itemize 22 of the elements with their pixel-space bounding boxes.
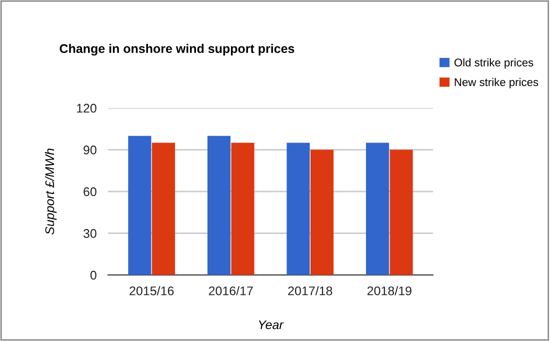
x-axis-title: Year [258,320,284,330]
x-tick-label: 2016/17 [208,286,253,296]
bar [366,142,390,275]
bar [286,142,310,275]
bar [152,142,176,275]
bar [390,150,413,275]
bar [310,150,334,275]
legend-label: New strike prices [454,78,538,88]
y-tick-label: 120 [76,104,96,113]
bar [128,136,152,275]
y-tick-label: 90 [84,146,96,154]
legend-label: Old strike prices [454,58,534,69]
bar [207,136,231,275]
chart-title: Change in onshore wind support prices [60,44,294,56]
x-tick-label: 2018/19 [367,286,412,296]
y-tick-label: 60 [84,187,96,196]
x-tick-label: 2015/16 [130,286,174,296]
y-tick-label: 0 [90,270,96,280]
y-axis-title: Support £/MWh [44,148,57,235]
y-tick-label: 30 [83,229,96,238]
x-tick-label: 2017/18 [288,286,332,296]
bar [231,142,254,275]
